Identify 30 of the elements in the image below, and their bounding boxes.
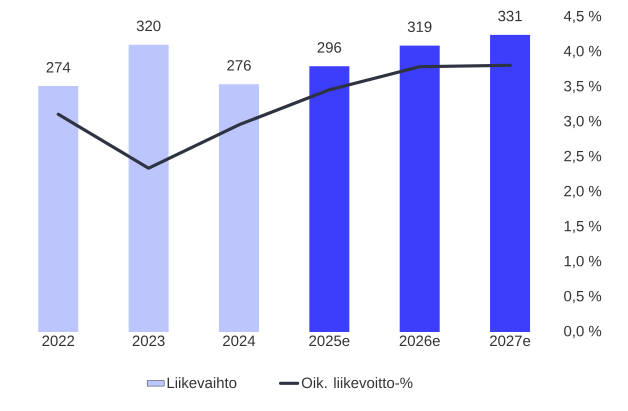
legend-label: Oik. liikevoitto-% <box>302 377 412 388</box>
x-tick-label: 2025e <box>309 336 350 346</box>
y2-tick-label: 2,0 % <box>564 186 602 198</box>
y2-tick-label: 1,0 % <box>564 256 602 268</box>
data-label: 331 <box>498 10 522 22</box>
x-tick-label: 2022 <box>42 336 74 346</box>
legend-label: Liikevaihto <box>168 377 236 388</box>
y2-tick-label: 4,5 % <box>564 10 602 24</box>
bar <box>490 34 530 332</box>
y2-tick-label: 3,5 % <box>564 80 602 94</box>
y2-tick-label: 2,5 % <box>564 150 602 164</box>
bar <box>400 46 440 332</box>
bar <box>128 44 169 332</box>
y2-tick-label: 0,0 % <box>564 326 602 338</box>
x-tick-label: 2027e <box>490 336 530 346</box>
data-label: 296 <box>318 42 342 53</box>
y2-tick-label: 1,5 % <box>564 220 602 234</box>
data-label: 276 <box>227 60 251 71</box>
data-label: 319 <box>408 21 432 32</box>
x-tick-label: 2026e <box>400 336 440 346</box>
data-label: 274 <box>46 62 70 72</box>
bar <box>38 86 78 332</box>
y2-tick-label: 3,0 % <box>564 116 602 128</box>
y2-tick-label: 0,5 % <box>564 290 602 304</box>
x-tick-label: 2024 <box>223 336 256 346</box>
data-label: 320 <box>136 20 160 32</box>
y2-tick-label: 4,0 % <box>564 46 602 58</box>
x-tick-label: 2023 <box>132 336 165 346</box>
bar <box>309 66 350 332</box>
bar <box>218 84 259 332</box>
